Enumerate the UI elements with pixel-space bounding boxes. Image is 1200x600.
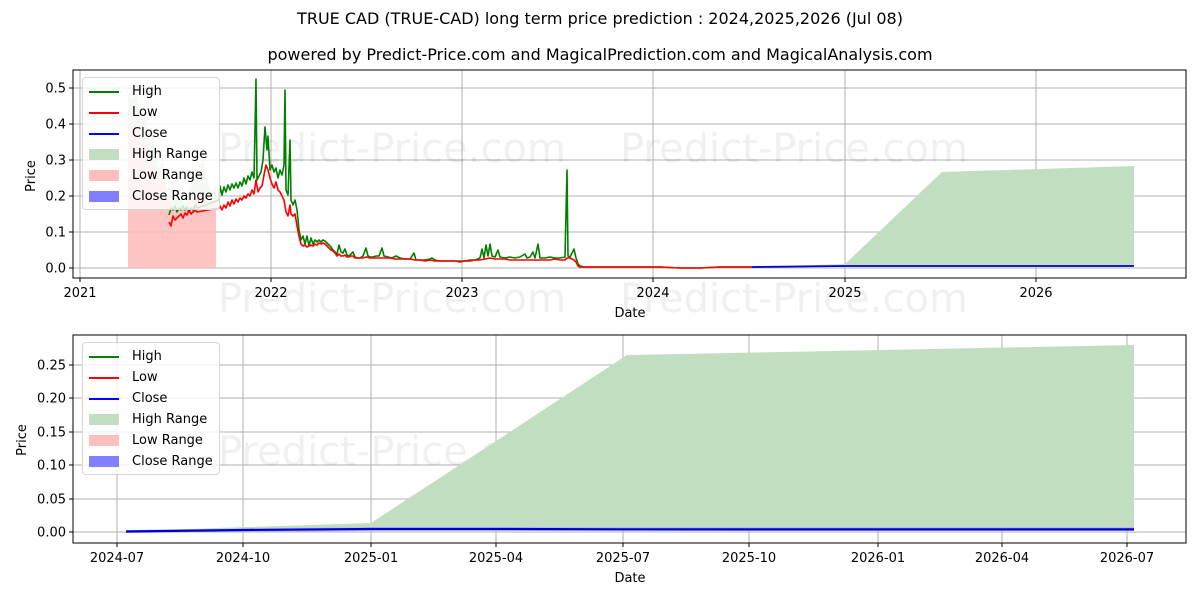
- legend-label: Close Range: [132, 189, 213, 204]
- bottom-legend: High Low Close High Range Low Range Close Ran…: [82, 342, 220, 475]
- legend-patch-swatch-icon: [89, 149, 119, 160]
- legend-item-high: High: [89, 346, 213, 367]
- chart-title: TRUE CAD (TRUE-CAD) long term price pred…: [297, 9, 903, 28]
- legend-label: High: [132, 349, 162, 364]
- y-tick-label: 0.10: [37, 459, 66, 474]
- legend-item-close: Close: [89, 123, 213, 144]
- watermark: Predict-Price.com: [620, 126, 968, 172]
- legend-line-swatch-icon: [89, 132, 119, 135]
- x-tick-label: 2026-04: [975, 551, 1029, 566]
- legend-label: High: [132, 84, 162, 99]
- high-line: [168, 78, 752, 269]
- close-line: [751, 265, 1134, 268]
- x-tick-label: 2025-07: [596, 551, 650, 566]
- high-range-area: [752, 166, 1134, 267]
- legend-label: Close: [132, 391, 168, 406]
- y-tick-label: 0.25: [37, 359, 66, 374]
- y-tick-label: 0.0: [45, 262, 66, 277]
- x-tick-label: 2026: [1019, 286, 1052, 301]
- top-xlabel: Date: [614, 306, 645, 321]
- x-tick-label: 2022: [254, 286, 287, 301]
- legend-item-close: Close: [89, 388, 213, 409]
- y-tick-label: 0.4: [45, 118, 66, 133]
- legend-patch-swatch-icon: [89, 191, 119, 202]
- x-tick-label: 2024-10: [216, 551, 270, 566]
- low-line: [168, 164, 752, 269]
- legend-patch-swatch-icon: [89, 435, 119, 446]
- y-tick-label: 0.5: [45, 82, 66, 97]
- y-tick-label: 0.3: [45, 154, 66, 169]
- y-tick-label: 0.20: [37, 392, 66, 407]
- legend-item-low: Low: [89, 367, 213, 388]
- legend-patch-swatch-icon: [89, 170, 119, 181]
- y-tick-label: 0.00: [37, 526, 66, 541]
- legend-item-close-range: Close Range: [89, 451, 213, 472]
- watermark: Predict-Price.com: [218, 276, 566, 322]
- legend-item-low-range: Low Range: [89, 430, 213, 451]
- top-legend: High Low Close High Range Low Range Close Ran…: [82, 77, 220, 210]
- legend-line-swatch-icon: [89, 90, 119, 93]
- watermark: Predict-Price.com: [218, 126, 566, 172]
- y-tick-label: 0.05: [37, 493, 66, 508]
- legend-label: Low Range: [132, 168, 203, 183]
- bottom-xlabel: Date: [614, 571, 645, 586]
- legend-item-high-range: High Range: [89, 144, 213, 165]
- y-tick-label: 0.1: [45, 226, 66, 241]
- bottom-ylabel: Price: [15, 424, 30, 456]
- x-tick-label: 2024: [636, 286, 669, 301]
- x-tick-label: 2025-01: [344, 551, 398, 566]
- top-chart: Predict-Price.com Predict-Price.com Pred…: [24, 69, 1187, 322]
- legend-label: High Range: [132, 147, 208, 162]
- legend-line-swatch-icon: [89, 397, 119, 400]
- top-axes-frame: [72, 69, 1187, 279]
- legend-item-low: Low: [89, 102, 213, 123]
- legend-line-swatch-icon: [89, 111, 119, 114]
- legend-patch-swatch-icon: [89, 456, 119, 467]
- x-tick-label: 2025: [828, 286, 861, 301]
- legend-label: Close: [132, 126, 168, 141]
- x-tick-label: 2023: [445, 286, 478, 301]
- y-tick-label: 0.2: [45, 190, 66, 205]
- high-range-area: [126, 345, 1134, 531]
- legend-item-low-range: Low Range: [89, 165, 213, 186]
- legend-item-close-range: Close Range: [89, 186, 213, 207]
- legend-label: Close Range: [132, 454, 213, 469]
- legend-label: Low: [132, 370, 158, 385]
- legend-line-swatch-icon: [89, 355, 119, 358]
- x-tick-label: 2024-07: [90, 551, 144, 566]
- x-tick-label: 2026-07: [1100, 551, 1154, 566]
- history-range-fills: [128, 90, 216, 268]
- chart-subtitle: powered by Predict-Price.com and Magical…: [267, 45, 933, 64]
- bottom-chart: Predict-Price.com Predict-Price.com 2024…: [15, 334, 1187, 586]
- legend-patch-swatch-icon: [89, 414, 119, 425]
- top-ylabel: Price: [24, 160, 39, 192]
- legend-label: Low: [132, 105, 158, 120]
- top-ticks: 2021 2022 2023 2024 2025 2026 0.0 0.1 0.2 0.3 0.4 0…: [45, 82, 1052, 302]
- watermark: Predict-Price.com: [620, 276, 968, 322]
- bottom-axes-frame: [72, 334, 1187, 544]
- x-tick-label: 2025-10: [722, 551, 776, 566]
- x-tick-label: 2026-01: [851, 551, 905, 566]
- y-tick-label: 0.15: [37, 426, 66, 441]
- x-tick-label: 2025-04: [469, 551, 523, 566]
- legend-item-high: High: [89, 81, 213, 102]
- legend-label: Low Range: [132, 433, 203, 448]
- legend-item-high-range: High Range: [89, 409, 213, 430]
- bottom-ticks: 2024-07 2024-10 2025-01 2025-04 2025-07 2025-…: [37, 359, 1154, 567]
- legend-line-swatch-icon: [89, 376, 119, 379]
- x-tick-label: 2021: [63, 286, 96, 301]
- legend-label: High Range: [132, 412, 208, 427]
- close-line: [125, 527, 1134, 533]
